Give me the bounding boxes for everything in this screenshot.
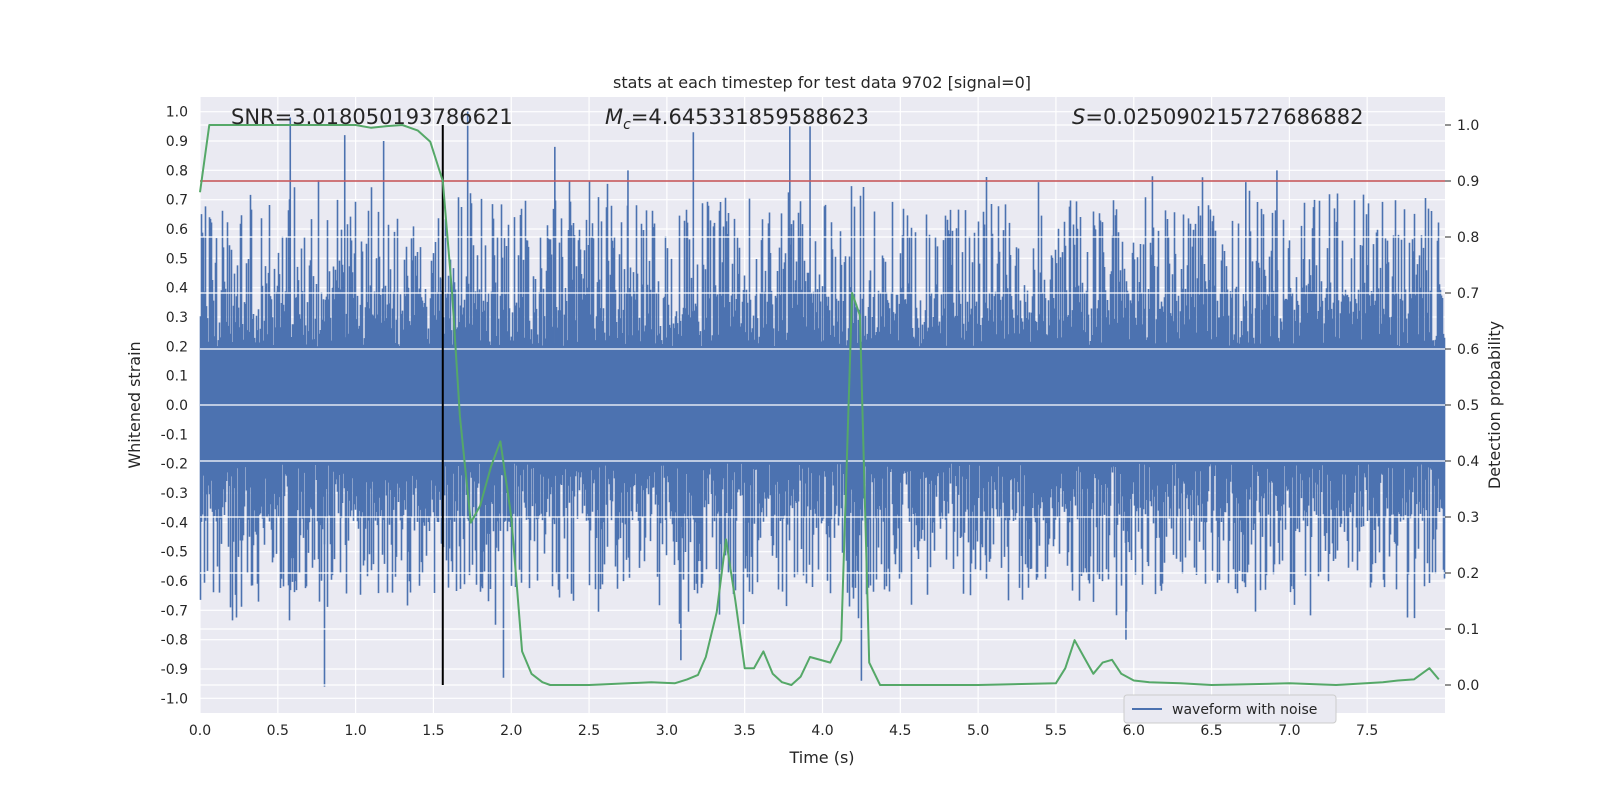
y-right-tick-label-7: 0.3	[1457, 510, 1479, 526]
chirp-mass-annotation: Mc=4.645331859588623	[605, 105, 869, 133]
series-waveform-with-noise	[199, 111, 1446, 687]
y-right-tick-label-3: 0.7	[1457, 286, 1479, 302]
y-left-axis-label: Whitened strain	[125, 341, 144, 468]
y-left-tick-label-20: -1.0	[161, 691, 188, 707]
chart-title: stats at each timestep for test data 970…	[613, 73, 1031, 92]
probability-line	[199, 124, 1440, 686]
x-tick-label-7: 3.5	[734, 723, 756, 739]
y-right-axis-label: Detection probability	[1485, 321, 1504, 489]
x-tick-label-5: 2.5	[578, 723, 600, 739]
y-right-tick-label-0: 1.0	[1457, 118, 1479, 134]
y-left-tick-label-16: -0.6	[161, 574, 188, 590]
x-tick-label-15: 7.5	[1356, 723, 1378, 739]
y-right-tick-label-4: 0.6	[1457, 342, 1479, 358]
x-tick-label-13: 6.5	[1200, 723, 1222, 739]
x-tick-label-10: 5.0	[967, 723, 989, 739]
y-left-tick-label-1: 0.9	[166, 134, 188, 150]
y-left-tick-label-12: -0.2	[161, 457, 188, 473]
y-left-tick-label-0: 1.0	[166, 105, 188, 121]
series-detection-probability	[199, 124, 1440, 686]
y-left-tick-label-19: -0.9	[161, 662, 188, 678]
y-left-tick-label-2: 0.8	[166, 163, 188, 179]
y-right-tick-label-10: 0.0	[1457, 678, 1479, 694]
legend-box	[1123, 694, 1337, 724]
snr-annotation: SNR=3.018050193786621	[231, 105, 513, 129]
legend-entry-waveform: waveform with noise	[1172, 702, 1317, 718]
y-left-tick-label-13: -0.3	[161, 486, 188, 502]
x-tick-label-12: 6.0	[1123, 723, 1145, 739]
y-left-tick-label-11: -0.1	[161, 427, 188, 443]
y-left-tick-label-17: -0.7	[161, 603, 188, 619]
y-left-axis-ticks: 1.0 0.9 0.8 0.7 0.6 0.5 0.4 0.3 0.2 0.1 0.0 -0.1 -0.…	[161, 105, 188, 708]
x-axis-ticks: 0.0 0.5 1.0 1.5 2.0 2.5 3.0 3.5 4.0 4.5 5.0 5.5 6.0 6…	[189, 723, 1378, 739]
legend: waveform with noise	[1123, 694, 1337, 724]
chirp-mass-symbol: M	[605, 105, 623, 129]
y-left-tick-label-15: -0.5	[161, 545, 188, 561]
x-tick-label-9: 4.5	[889, 723, 911, 739]
y-right-tick-label-6: 0.4	[1457, 454, 1479, 470]
y-left-tick-label-8: 0.2	[166, 339, 188, 355]
s-value: =0.025090215727686882	[1085, 105, 1363, 129]
x-tick-label-6: 3.0	[656, 723, 678, 739]
y-left-tick-label-9: 0.1	[166, 369, 188, 385]
x-tick-label-3: 1.5	[422, 723, 444, 739]
y-right-tick-label-2: 0.8	[1457, 230, 1479, 246]
y-left-tick-label-5: 0.5	[166, 251, 188, 267]
x-tick-label-8: 4.0	[811, 723, 833, 739]
x-axis-label: Time (s)	[788, 748, 854, 767]
y-right-axis-ticks: 1.0 0.9 0.8 0.7 0.6 0.5 0.4 0.3 0.2 0.1 0.0	[1445, 118, 1479, 694]
y-left-tick-label-4: 0.6	[166, 222, 188, 238]
y-left-tick-label-6: 0.4	[166, 281, 188, 297]
x-tick-label-4: 2.0	[500, 723, 522, 739]
x-tick-label-0: 0.0	[189, 723, 211, 739]
y-right-tick-label-1: 0.9	[1457, 174, 1479, 190]
y-right-tick-label-9: 0.1	[1457, 622, 1479, 638]
s-annotation: S=0.025090215727686882	[1072, 105, 1363, 129]
s-symbol: S	[1072, 105, 1085, 129]
y-right-tick-label-5: 0.5	[1457, 398, 1479, 414]
waveform-noise-body	[199, 177, 1446, 625]
x-tick-label-2: 1.0	[344, 723, 366, 739]
x-tick-label-14: 7.0	[1278, 723, 1300, 739]
x-tick-label-1: 0.5	[267, 723, 289, 739]
y-left-tick-label-18: -0.8	[161, 633, 188, 649]
y-right-tick-label-8: 0.2	[1457, 566, 1479, 582]
y-left-tick-label-10: 0.0	[166, 398, 188, 414]
x-tick-label-11: 5.5	[1045, 723, 1067, 739]
y-left-tick-label-7: 0.3	[166, 310, 188, 326]
overlay-lines	[200, 124, 1445, 686]
chirp-mass-subscript: c	[623, 117, 631, 133]
y-left-tick-label-3: 0.7	[166, 193, 188, 209]
y-left-tick-label-14: -0.4	[161, 515, 188, 531]
chirp-mass-value: =4.645331859588623	[631, 105, 869, 129]
